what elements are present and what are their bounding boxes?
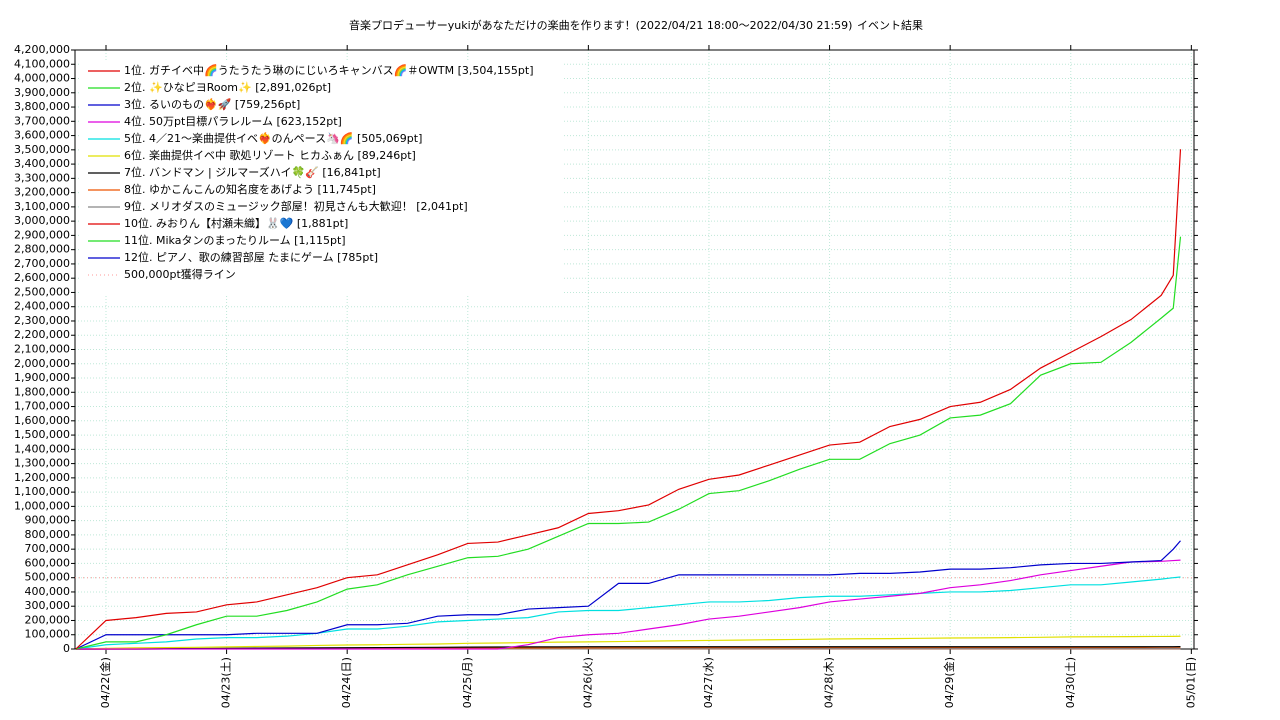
legend-label: 11位. Mikaタンのまったりルーム [1,115pt]	[124, 233, 346, 247]
x-tick-label: 04/28(木)	[823, 657, 836, 708]
y-tick-label: 1,800,000	[14, 385, 70, 398]
series-line	[75, 646, 1181, 650]
y-tick-label: 4,200,000	[14, 43, 70, 56]
y-tick-label: 3,300,000	[14, 171, 70, 184]
y-tick-label: 3,700,000	[14, 114, 70, 127]
series-line	[75, 540, 1181, 650]
legend-label: 8位. ゆかこんこんの知名度をあげよう [11,745pt]	[124, 182, 376, 196]
x-tick-label: 04/23(土)	[220, 657, 233, 708]
y-tick-label: 2,800,000	[14, 243, 70, 256]
y-tick-label: 3,900,000	[14, 86, 70, 99]
series-line	[75, 149, 1182, 650]
y-tick-label: 2,500,000	[14, 285, 70, 298]
y-tick-label: 2,700,000	[14, 257, 70, 270]
x-tick-label: 04/22(金)	[98, 657, 112, 708]
y-tick-label: 2,900,000	[14, 228, 70, 241]
legend-label: 3位. るいのもの❤️‍🔥🚀 [759,256pt]	[124, 97, 300, 111]
y-tick-label: 3,000,000	[14, 214, 70, 227]
y-tick-label: 1,200,000	[14, 471, 70, 484]
y-tick-label: 800,000	[25, 528, 71, 541]
legend-label: 2位. ✨ひなピヨRoom✨ [2,891,026pt]	[124, 80, 331, 94]
x-tick-label: 04/26(火)	[581, 657, 594, 708]
series-line	[75, 236, 1182, 650]
y-tick-label: 3,500,000	[14, 143, 70, 156]
y-tick-label: 2,300,000	[14, 314, 70, 327]
legend-label: 7位. バンドマン | ジルマーズハイ🍀🎸 [16,841pt]	[124, 165, 381, 179]
y-tick-label: 3,200,000	[14, 186, 70, 199]
x-tick-label: 05/01(日)	[1184, 657, 1197, 708]
y-tick-label: 300,000	[25, 599, 71, 612]
y-tick-label: 1,700,000	[14, 400, 70, 413]
y-tick-label: 100,000	[25, 628, 71, 641]
legend-label: 10位. みおりん【村瀬未織】🐰💙 [1,881pt]	[124, 216, 348, 230]
y-tick-label: 1,500,000	[14, 428, 70, 441]
y-tick-label: 2,400,000	[14, 300, 70, 313]
y-tick-label: 1,000,000	[14, 499, 70, 512]
y-tick-label: 600,000	[25, 556, 71, 569]
y-tick-label: 4,100,000	[14, 57, 70, 70]
y-tick-label: 200,000	[25, 613, 71, 626]
legend-label: 1位. ガチイベ中🌈うたうたう琳のにじいろキャンバス🌈＃OWTM [3,504,…	[124, 63, 534, 77]
y-tick-label: 4,000,000	[14, 72, 70, 85]
series-line	[75, 576, 1181, 650]
y-tick-label: 3,800,000	[14, 100, 70, 113]
legend-label: 500,000pt獲得ライン	[124, 268, 236, 281]
x-tick-label: 04/27(水)	[702, 657, 715, 708]
y-tick-label: 1,100,000	[14, 485, 70, 498]
y-tick-label: 1,600,000	[14, 414, 70, 427]
chart-subtitle: イベント結果	[857, 18, 923, 32]
legend-label: 4位. 50万pt目標パラレルーム [623,152pt]	[124, 114, 342, 128]
y-tick-label: 2,100,000	[14, 343, 70, 356]
y-tick-label: 700,000	[25, 542, 71, 555]
legend-label: 12位. ピアノ、歌の練習部屋 たまにゲーム [785pt]	[124, 250, 378, 264]
legend: 1位. ガチイベ中🌈うたうたう琳のにじいろキャンバス🌈＃OWTM [3,504,…	[79, 62, 563, 294]
legend-label: 9位. メリオダスのミュージック部屋！初見さんも大歓迎！ [2,041pt]	[124, 199, 468, 213]
legend-label: 6位. 楽曲提供イベ中 歌処リゾート ヒカふぁん [89,246pt]	[124, 148, 416, 162]
y-tick-label: 3,100,000	[14, 200, 70, 213]
y-tick-label: 1,300,000	[14, 457, 70, 470]
y-tick-label: 400,000	[25, 585, 71, 598]
y-tick-label: 500,000	[25, 571, 71, 584]
x-tick-label: 04/25(月)	[461, 657, 474, 708]
y-tick-label: 2,000,000	[14, 357, 70, 370]
y-tick-label: 1,400,000	[14, 442, 70, 455]
legend-box	[79, 62, 563, 294]
y-tick-label: 2,200,000	[14, 328, 70, 341]
y-tick-label: 900,000	[25, 514, 71, 527]
y-tick-label: 2,600,000	[14, 271, 70, 284]
x-tick-label: 04/30(土)	[1064, 657, 1077, 708]
y-tick-label: 3,400,000	[14, 157, 70, 170]
series-line	[75, 559, 1181, 650]
legend-label: 5位. 4／21〜楽曲提供イベ❤️‍🔥のんペース🦄🌈 [505,069pt]	[124, 131, 422, 145]
y-tick-label: 0	[63, 642, 70, 655]
x-tick-label: 04/24(日)	[340, 657, 353, 708]
series-line	[75, 635, 1181, 650]
y-tick-label: 1,900,000	[14, 371, 70, 384]
chart-title: 音楽プロデューサーyukiがあなただけの楽曲を作ります！(2022/04/21 …	[349, 18, 852, 32]
x-tick-label: 04/29(金)	[942, 657, 956, 708]
y-tick-label: 3,600,000	[14, 129, 70, 142]
